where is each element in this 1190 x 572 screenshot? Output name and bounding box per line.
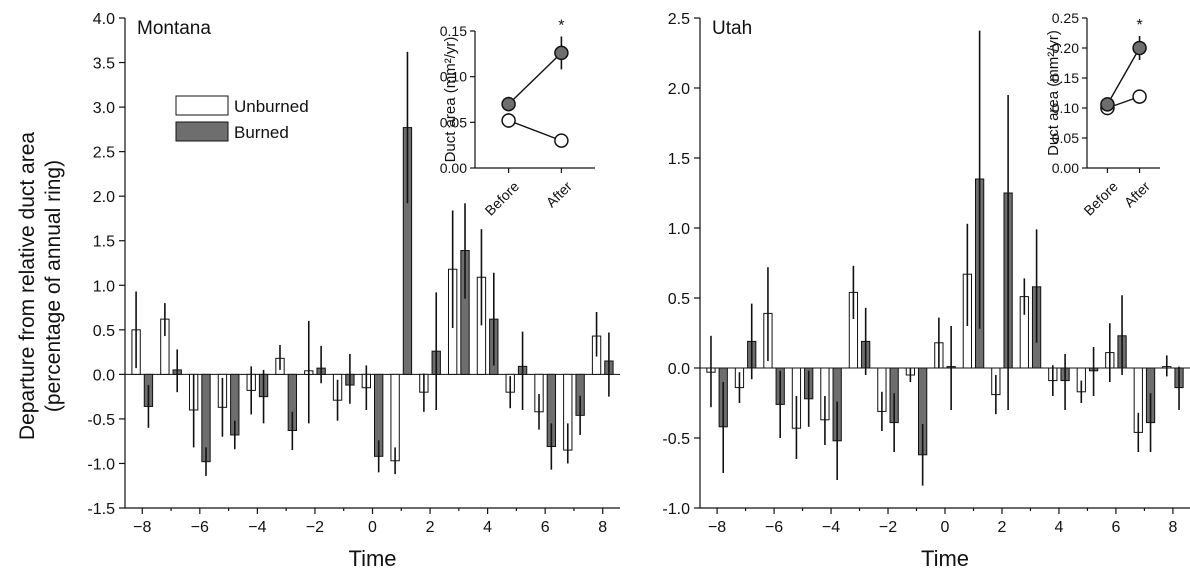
x-tick-label: 2 <box>426 519 435 536</box>
x-tick-label: −4 <box>822 519 840 536</box>
inset-significance-asterisk: * <box>558 17 564 34</box>
inset-chart: 0.00 0.05 0.10 0.15 0.20 0.25 Before After Duct … <box>1045 10 1164 219</box>
x-tick-label: −2 <box>879 519 897 536</box>
inset-burned-point <box>1132 40 1147 56</box>
inset-y-tick-label: 0.00 <box>1052 160 1079 176</box>
inset-unburned-point <box>1132 89 1147 104</box>
y-tick-label: 0.0 <box>668 361 690 378</box>
inset-background <box>467 27 599 170</box>
inset-y-axis-title: Duct area (mm²/yr) <box>442 37 459 163</box>
y-axis-title-line1: Departure from relative duct area <box>16 132 39 440</box>
montana-panel: -1.5 -1.0 -0.5 0.0 0.5 1.0 1.5 2.0 2.5 3.0 3.5 4.0 −… <box>87 11 620 571</box>
inset-burned-point <box>501 96 516 112</box>
inset-y-tick-label: 0.10 <box>1052 100 1079 116</box>
inset-chart: 0.00 0.05 0.10 0.15 Before After Duct area (mm… <box>440 17 599 219</box>
legend-label-burned: Burned <box>234 123 289 142</box>
legend-swatch-burned <box>175 121 229 142</box>
inset-category-label: After <box>1121 178 1153 210</box>
inset-y-tick-label: 0.20 <box>1052 40 1079 56</box>
x-tick-label: 0 <box>941 519 950 536</box>
x-tick-label: 0 <box>368 519 377 536</box>
inset-burned-point <box>554 45 569 61</box>
inset-y-tick-label: 0.05 <box>1052 130 1079 146</box>
inset-category-label: Before <box>482 178 523 219</box>
x-tick-label: −6 <box>765 519 783 536</box>
y-tick-label: -1.0 <box>662 501 690 518</box>
inset-category-label: Before <box>1080 178 1121 219</box>
x-tick-label: −4 <box>248 519 266 536</box>
y-tick-label: 4.0 <box>93 11 115 28</box>
inset-burned-line <box>1106 47 1141 105</box>
y-tick-label: -1.5 <box>87 501 115 518</box>
x-tick-label: 4 <box>1055 519 1064 536</box>
inset-y-tick-label: 0.15 <box>440 23 467 39</box>
inset-y-axis-title: Duct area (mm²/yr) <box>1045 30 1062 156</box>
y-tick-label: -0.5 <box>87 412 115 429</box>
x-axis-title: Time <box>348 546 396 571</box>
y-tick-label: 2.5 <box>668 11 690 28</box>
inset-unburned-point <box>501 113 516 128</box>
x-tick-label: 8 <box>598 519 607 536</box>
inset-category-label: After <box>543 178 575 210</box>
x-tick-label: 6 <box>541 519 550 536</box>
y-tick-label: 2.0 <box>668 81 690 98</box>
y-tick-label: 2.5 <box>93 145 115 162</box>
inset-y-tick-label: 0.05 <box>440 114 467 130</box>
x-tick-label: 2 <box>998 519 1007 536</box>
y-tick-label: 0.5 <box>93 323 115 340</box>
x-tick-label: −2 <box>306 519 324 536</box>
legend-swatch-unburned <box>175 95 229 116</box>
inset-burned-point <box>1100 97 1115 112</box>
inset-significance-asterisk: * <box>1136 17 1142 34</box>
inset-background <box>1079 14 1164 170</box>
utah-panel: -1.0 -0.5 0.0 0.5 1.0 1.5 2.0 2.5 −8 −6 −4 −2 0 2 4 6 8 T… <box>662 10 1190 571</box>
y-tick-label: 0.0 <box>93 367 115 384</box>
x-tick-label: 4 <box>483 519 492 536</box>
inset-y-tick-label: 0.25 <box>1052 10 1079 26</box>
panel-title: Montana <box>137 18 211 39</box>
x-axis-title: Time <box>921 546 969 571</box>
y-tick-label: 1.0 <box>668 221 690 238</box>
inset-unburned-point <box>554 133 569 148</box>
legend-label-unburned: Unburned <box>234 97 309 116</box>
y-axis-title: Departure from relative duct area (perce… <box>16 132 65 440</box>
y-tick-label: 1.5 <box>93 234 115 251</box>
inset-unburned-line <box>508 119 562 142</box>
legend: Unburned Burned <box>175 95 309 142</box>
y-tick-label: 3.0 <box>93 100 115 117</box>
inset-y-tick-label: 0.10 <box>440 69 467 85</box>
y-tick-label: 0.5 <box>668 291 690 308</box>
x-tick-label: −8 <box>133 519 151 536</box>
y-tick-label: 1.0 <box>93 278 115 295</box>
y-tick-label: 1.5 <box>668 151 690 168</box>
x-tick-label: −6 <box>191 519 209 536</box>
inset-y-tick-label: 0.00 <box>440 160 467 176</box>
y-tick-label: 2.0 <box>93 189 115 206</box>
y-axis-title-line2: (percentage of annual ring) <box>42 160 65 412</box>
panel-title: Utah <box>712 18 752 39</box>
x-tick-label: 6 <box>1111 519 1120 536</box>
y-tick-label: 3.5 <box>93 56 115 73</box>
y-tick-label: -0.5 <box>662 431 690 448</box>
y-tick-label: -1.0 <box>87 456 115 473</box>
inset-burned-line <box>508 52 562 105</box>
x-tick-label: −8 <box>708 519 726 536</box>
x-tick-label: 8 <box>1168 519 1177 536</box>
inset-y-tick-label: 0.15 <box>1052 70 1079 86</box>
